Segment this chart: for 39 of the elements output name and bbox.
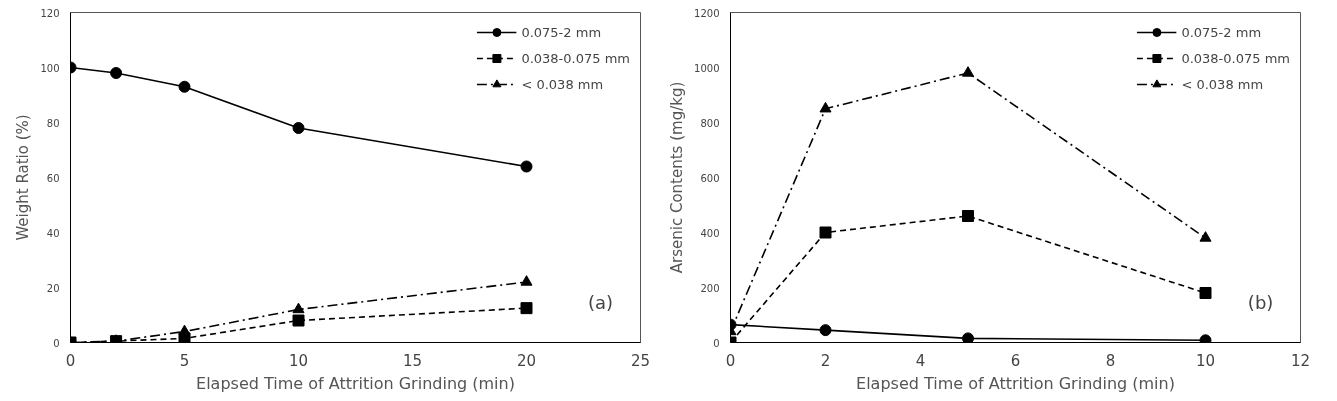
x-tick-label: 4 — [915, 351, 926, 370]
x-axis-title: Elapsed Time of Attrition Grinding (min) — [196, 373, 515, 393]
x-tick-label: 8 — [1105, 351, 1116, 370]
x-tick-label: 0 — [725, 351, 736, 370]
y-tick-label: 1000 — [694, 62, 720, 74]
y-tick-label: 200 — [700, 282, 720, 294]
y-tick-label: 60 — [46, 172, 60, 184]
y-tick-label: 40 — [46, 227, 60, 239]
x-axis-title: Elapsed Time of Attrition Grinding (min) — [856, 373, 1175, 393]
y-tick-label: 0 — [53, 337, 60, 349]
y-tick-label: 20 — [46, 282, 60, 294]
x-tick-label: 12 — [1290, 351, 1311, 370]
y-tick-label: 80 — [46, 117, 60, 129]
legend-label: < 0.038 mm — [521, 76, 604, 92]
x-tick-label: 10 — [1195, 351, 1216, 370]
y-axis-title: Weight Ratio (%) — [14, 114, 33, 241]
y-tick-label: 1200 — [694, 7, 720, 19]
y-tick-label: 100 — [40, 62, 60, 74]
y-tick-label: 800 — [700, 117, 720, 129]
y-tick-label: 600 — [700, 172, 720, 184]
x-tick-label: 15 — [402, 351, 423, 370]
legend-label: 0.038-0.075 mm — [1181, 50, 1290, 66]
annotation: (b) — [1247, 292, 1274, 314]
y-axis-title: Arsenic Contents (mg/kg) — [668, 81, 687, 274]
x-tick-label: 20 — [516, 351, 537, 370]
x-tick-label: 5 — [179, 351, 190, 370]
x-tick-label: 6 — [1010, 351, 1021, 370]
legend-label: 0.075-2 mm — [1181, 24, 1262, 40]
x-tick-label: 25 — [630, 351, 651, 370]
x-tick-label: 2 — [820, 351, 831, 370]
annotation: (a) — [588, 292, 614, 314]
legend-label: 0.075-2 mm — [521, 24, 602, 40]
legend-label: < 0.038 mm — [1181, 76, 1264, 92]
y-tick-label: 120 — [40, 7, 60, 19]
y-tick-label: 400 — [700, 227, 720, 239]
x-tick-label: 10 — [288, 351, 309, 370]
legend-label: 0.038-0.075 mm — [521, 50, 630, 66]
y-tick-label: 0 — [713, 337, 720, 349]
x-tick-label: 0 — [65, 351, 76, 370]
